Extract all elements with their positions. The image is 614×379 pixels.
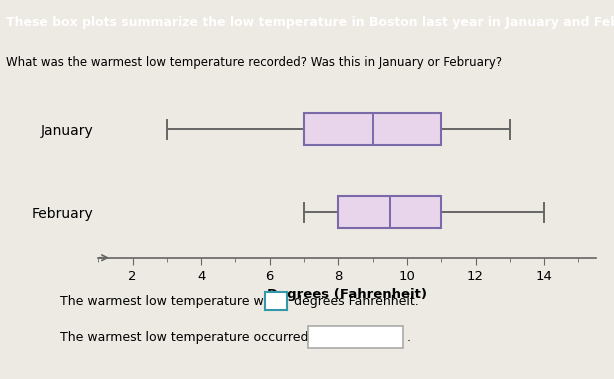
Bar	[304, 113, 441, 145]
Text: What was the warmest low temperature recorded? Was this in January or February?: What was the warmest low temperature rec…	[6, 56, 502, 69]
Text: ∨: ∨	[386, 330, 395, 344]
Text: .: .	[407, 330, 411, 344]
Bar	[338, 196, 441, 228]
Text: The warmest low temperature occurred in: The warmest low temperature occurred in	[60, 330, 328, 344]
Bar	[308, 326, 403, 348]
Text: degrees Fahrenheit.: degrees Fahrenheit.	[290, 295, 419, 308]
Text: The warmest low temperature was: The warmest low temperature was	[60, 295, 282, 308]
Text: These box plots summarize the low temperature in Boston last year in January and: These box plots summarize the low temper…	[6, 16, 614, 29]
Bar	[265, 292, 287, 310]
X-axis label: Degrees (Fahrenheit): Degrees (Fahrenheit)	[267, 288, 427, 301]
